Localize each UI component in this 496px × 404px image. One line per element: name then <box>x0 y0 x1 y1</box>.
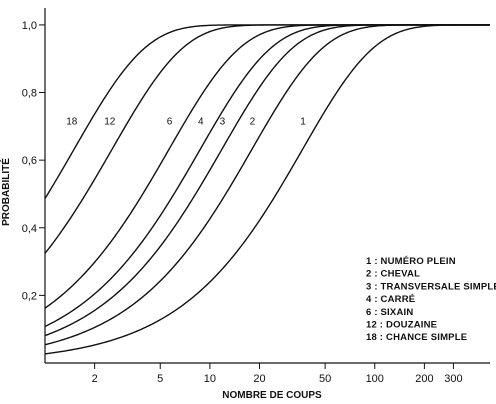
x-tick-label: 200 <box>415 373 433 385</box>
series-line-1 <box>44 24 490 355</box>
y-axis-title: PROBABILITÉ <box>0 158 12 226</box>
x-tick-label: 5 <box>157 373 163 385</box>
series-label-3: 3 <box>220 116 226 127</box>
series-line-18 <box>44 24 490 199</box>
y-tick-label: 1,0 <box>22 20 37 32</box>
legend-entry: 1 : NUMÉRO PLEIN <box>366 256 456 267</box>
y-tick-label: 0,2 <box>22 290 37 302</box>
series-label-18: 18 <box>66 116 78 127</box>
legend-entry: 2 : CHEVAL <box>366 269 420 280</box>
x-tick-label: 2 <box>92 373 98 385</box>
legend-entry: 18 : CHANCE SIMPLE <box>366 332 467 343</box>
series-label-12: 12 <box>104 116 116 127</box>
x-tick-label: 10 <box>204 373 216 385</box>
x-tick-label: 50 <box>319 373 331 385</box>
y-tick-label: 0,8 <box>22 88 37 100</box>
series-label-2: 2 <box>250 116 256 127</box>
legend-entry: 4 : CARRÉ <box>366 294 415 305</box>
legend-entry: 3 : TRANSVERSALE SIMPLE <box>366 281 496 292</box>
series-label-6: 6 <box>167 116 173 127</box>
y-tick-label: 0,4 <box>22 223 37 235</box>
axes: 2 5 10 20 50 100 200 300 0,2 0,4 0,6 0,8 1,0 <box>22 8 490 385</box>
x-tick-label: 100 <box>366 373 384 385</box>
y-tick-label: 0,6 <box>22 155 37 167</box>
legend-entry: 12 : DOUZAINE <box>366 320 437 331</box>
x-tick-label: 300 <box>444 373 462 385</box>
legend-entry: 6 : SIXAIN <box>366 307 413 318</box>
curves <box>44 24 490 355</box>
series-label-1: 1 <box>300 116 306 127</box>
series-label-4: 4 <box>198 116 204 127</box>
x-axis-title: NOMBRE DE COUPS <box>222 390 322 401</box>
x-tick-label: 20 <box>253 373 265 385</box>
